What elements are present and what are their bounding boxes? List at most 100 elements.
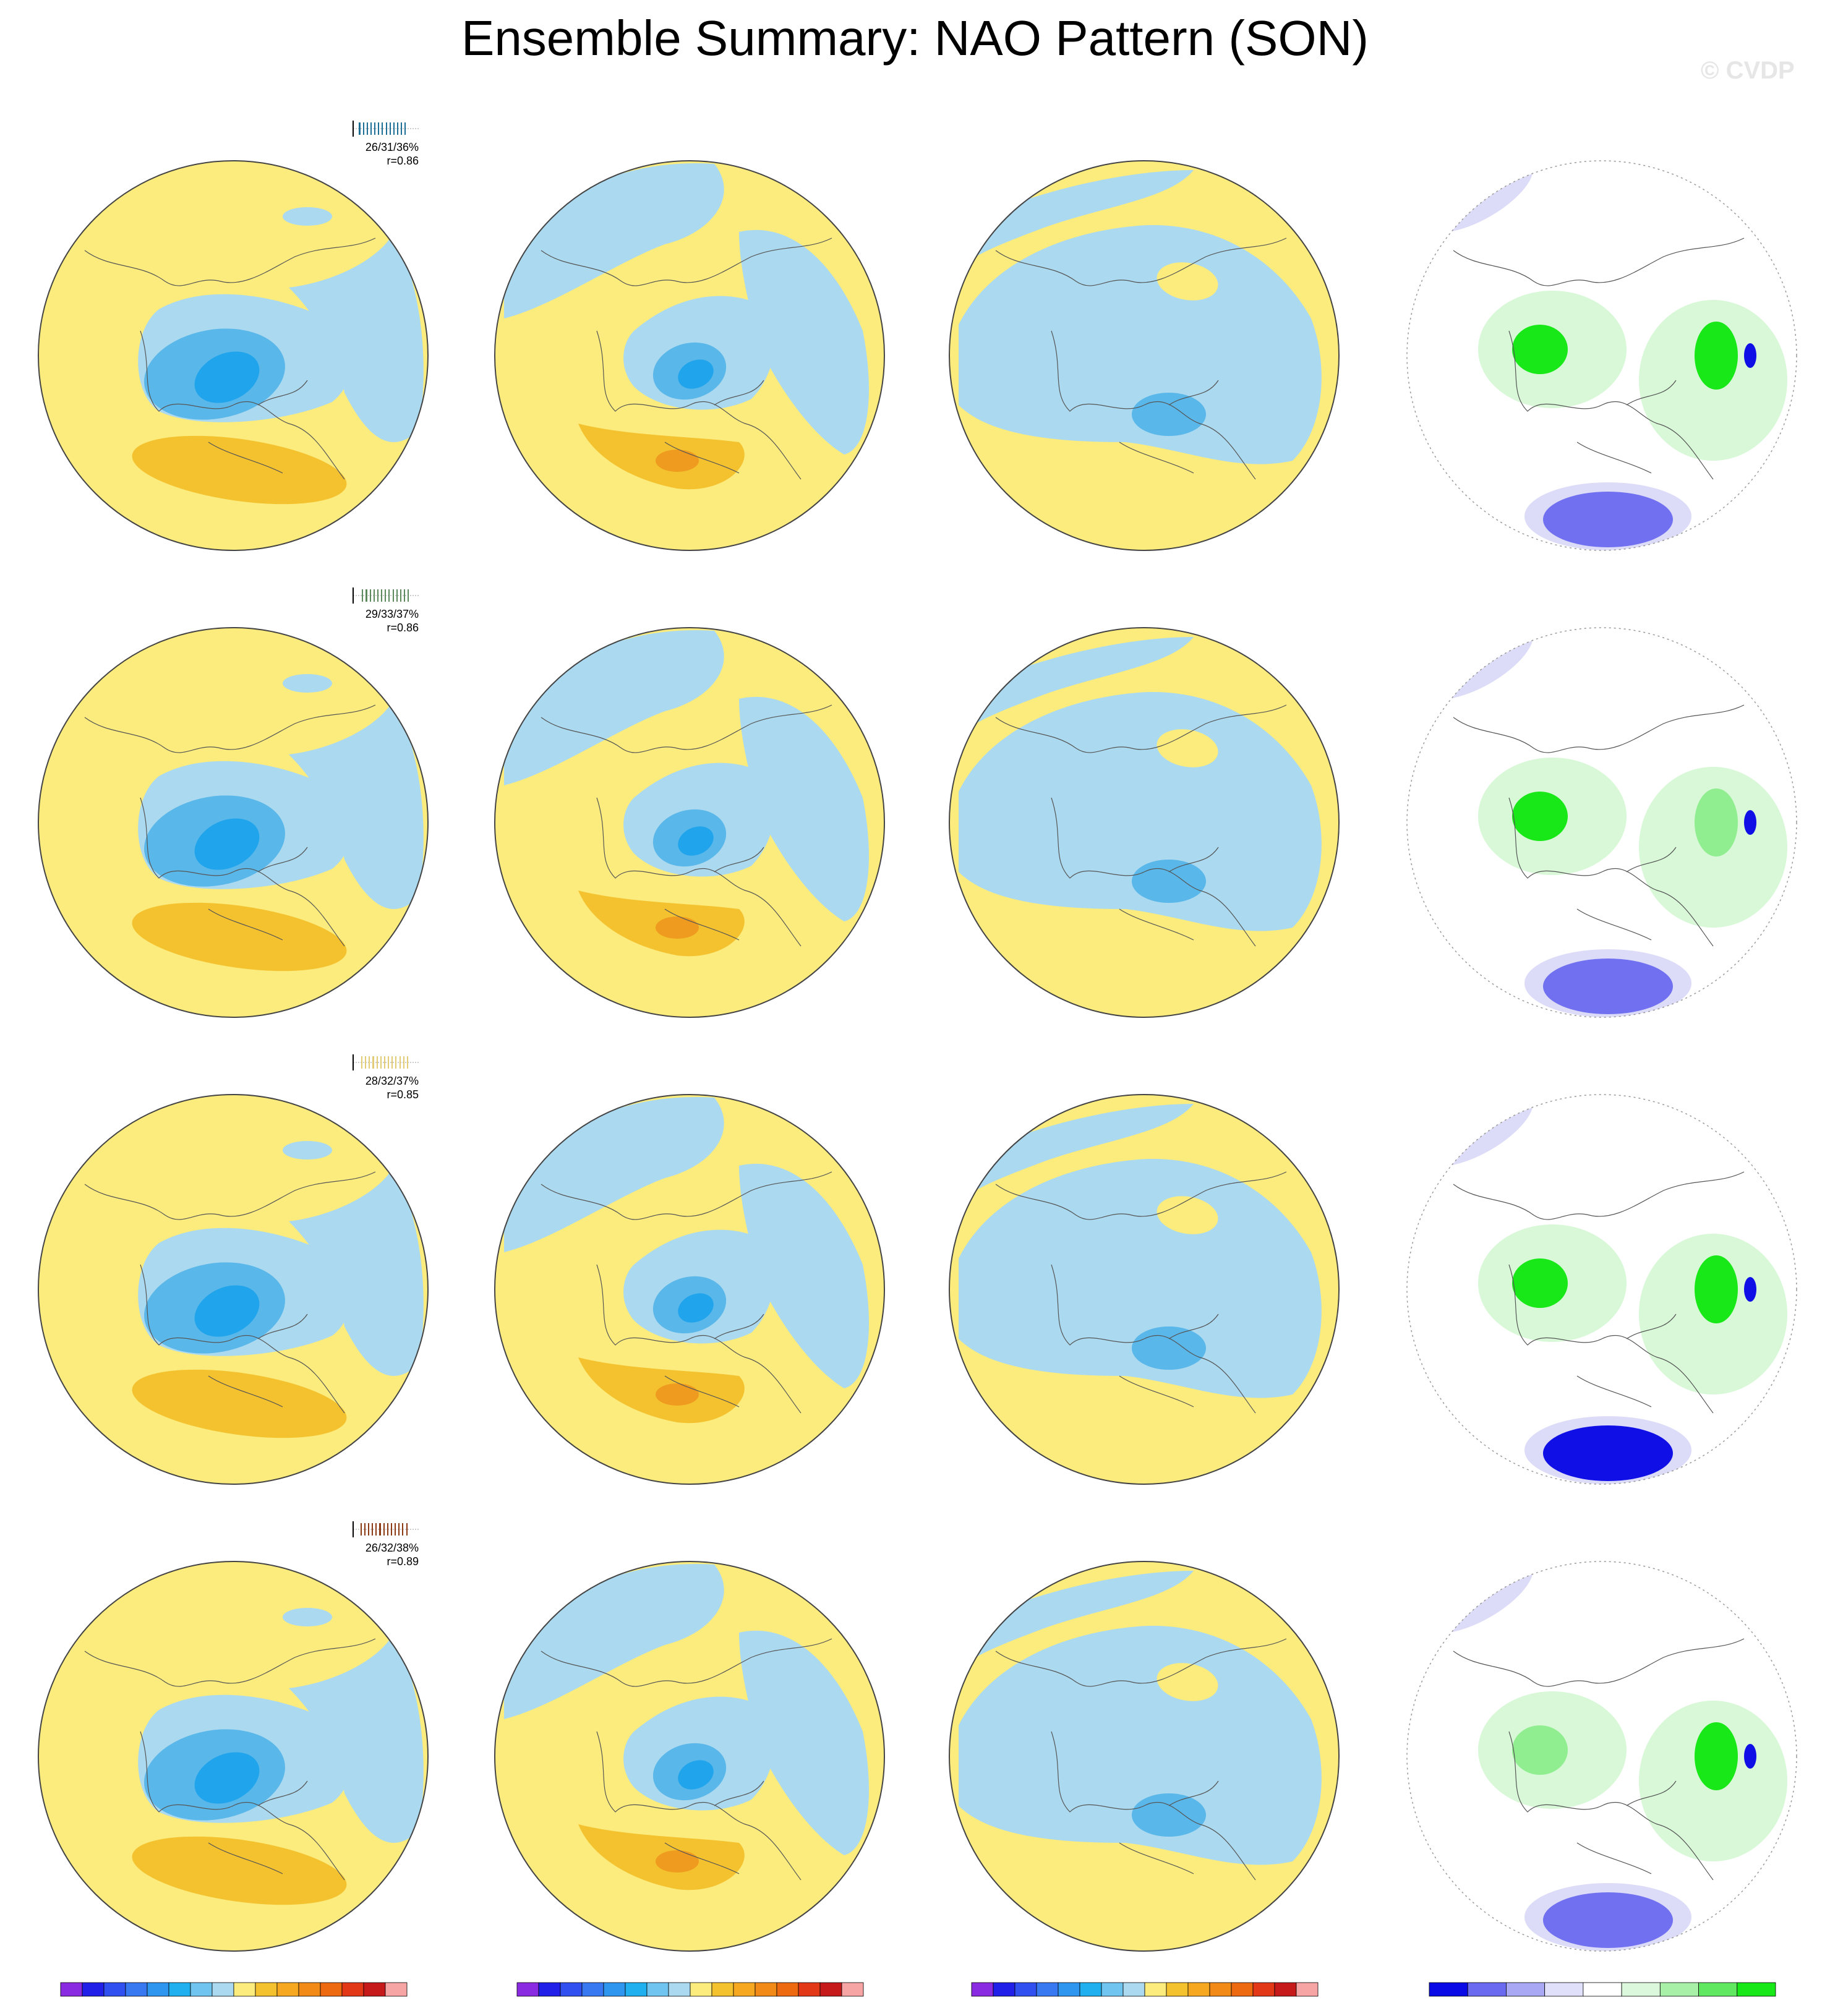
colorbar-swatch — [190, 1982, 213, 1997]
negative-anomaly-north — [949, 1571, 1194, 1682]
negative-anomaly-center — [194, 818, 260, 870]
colorbar-swatch — [385, 1982, 408, 1997]
negative-anomaly-region-east — [289, 1166, 424, 1376]
ensemble-spread-ticks — [353, 1054, 419, 1070]
map-border — [494, 1094, 885, 1485]
model-map — [38, 160, 429, 551]
colorbar-swatch — [1079, 1982, 1102, 1997]
colorbar-swatch — [363, 1982, 386, 1997]
negative-anomaly-core — [1132, 860, 1206, 903]
pattern-correlation: r=0.86 — [387, 621, 419, 634]
coastline — [995, 1171, 1287, 1414]
colorbar-swatch — [798, 1982, 821, 1997]
colorbar-swatch — [603, 1982, 626, 1997]
rank-map — [1406, 627, 1797, 1018]
map-border — [1406, 1561, 1797, 1952]
positive-anomaly-center — [656, 1850, 699, 1873]
negative-anomaly-region — [959, 692, 1322, 931]
coastline — [1453, 1638, 1745, 1881]
negative-anomaly-core — [1132, 1793, 1206, 1837]
obs-map — [494, 1094, 885, 1485]
negative-anomaly-region — [959, 225, 1322, 464]
map-border — [38, 160, 429, 551]
colorbar-swatch — [1429, 1982, 1468, 1997]
positive-anomaly-center — [656, 450, 699, 472]
colorbar-swatch — [993, 1982, 1015, 1997]
colorbar-swatch — [1737, 1982, 1776, 1997]
colorbar-swatch — [233, 1982, 256, 1997]
colorbar-swatch — [1296, 1982, 1319, 1997]
model-stats: 26/31/36% r=0.86 — [351, 140, 419, 168]
colorbar-swatch — [212, 1982, 234, 1997]
ensemble-spread-ticks — [353, 121, 419, 137]
coastline — [84, 704, 376, 947]
cvdp-watermark: © CVDP — [1701, 57, 1795, 84]
coastline — [84, 1171, 376, 1414]
main-title: Ensemble Summary: NAO Pattern (SON) — [461, 11, 1369, 66]
negative-anomaly-east — [739, 1163, 869, 1388]
rank-map — [1406, 1094, 1797, 1485]
colorbar-swatch — [1467, 1982, 1507, 1997]
negative-anomaly-northwest — [504, 630, 724, 785]
coastline — [995, 704, 1287, 947]
map-border — [1406, 160, 1797, 551]
positive-anomaly-core — [132, 1836, 347, 1905]
colorbar-swatch — [581, 1982, 604, 1997]
colorbar-swatch — [625, 1982, 648, 1997]
negative-anomaly-center — [678, 1293, 714, 1323]
rank-high-east-core — [1695, 1255, 1738, 1323]
colorbar-swatch — [1122, 1982, 1145, 1997]
colorbar — [60, 1982, 408, 1997]
pattern-correlation: r=0.89 — [387, 1555, 419, 1568]
negative-anomaly-north — [949, 637, 1194, 748]
diff-map — [949, 160, 1340, 551]
negative-anomaly-region — [959, 1159, 1322, 1398]
coastline — [1453, 237, 1745, 480]
coastline — [84, 237, 376, 480]
rank-low-core — [1543, 1425, 1673, 1481]
colorbar-swatch — [1036, 1982, 1059, 1997]
map-border — [949, 627, 1340, 1018]
colorbar-swatch — [168, 1982, 191, 1997]
map-border — [494, 1561, 885, 1952]
map-border — [949, 1094, 1340, 1485]
colorbar-swatch — [1144, 1982, 1167, 1997]
rank-high-core — [1512, 1258, 1568, 1308]
colorbar-swatch — [298, 1982, 321, 1997]
rank-map — [1406, 160, 1797, 551]
ensemble-spread-ticks — [353, 1521, 419, 1537]
colorbar-swatch — [1187, 1982, 1210, 1997]
colorbar-swatch — [1166, 1982, 1189, 1997]
positive-anomaly-patch — [1157, 262, 1218, 301]
positive-anomaly-center — [656, 1383, 699, 1406]
coastline — [84, 1638, 376, 1881]
negative-anomaly-center — [678, 359, 714, 389]
model-stats: 28/32/37% r=0.85 — [351, 1074, 419, 1101]
colorbar — [1429, 1982, 1776, 1997]
positive-anomaly-patch — [1157, 1663, 1218, 1701]
colorbar-swatch — [733, 1982, 756, 1997]
rank-low-spot — [1744, 1744, 1756, 1769]
negative-anomaly-region-east — [289, 1633, 424, 1843]
negative-anomaly-small — [283, 1608, 332, 1626]
colorbar-swatch — [776, 1982, 799, 1997]
rank-low-spot — [1744, 1277, 1756, 1302]
coastline — [541, 1171, 832, 1414]
colorbar-swatch — [125, 1982, 148, 1997]
negative-anomaly-center — [194, 351, 260, 403]
colorbar-swatch — [1058, 1982, 1080, 1997]
map-border — [494, 160, 885, 551]
colorbar-swatch — [971, 1982, 994, 1997]
map-border — [38, 1094, 429, 1485]
colorbar-swatch — [668, 1982, 691, 1997]
negative-anomaly-core — [1132, 393, 1206, 436]
colorbar-swatch — [147, 1982, 169, 1997]
model-stats: 29/33/37% r=0.86 — [351, 607, 419, 634]
model-map — [38, 1094, 429, 1485]
negative-anomaly-core — [1132, 1326, 1206, 1370]
colorbar-swatch — [1544, 1982, 1584, 1997]
colorbar-swatch — [60, 1982, 83, 1997]
colorbar-swatch — [1583, 1982, 1622, 1997]
negative-anomaly-region-east — [289, 699, 424, 909]
map-border — [1406, 627, 1797, 1018]
